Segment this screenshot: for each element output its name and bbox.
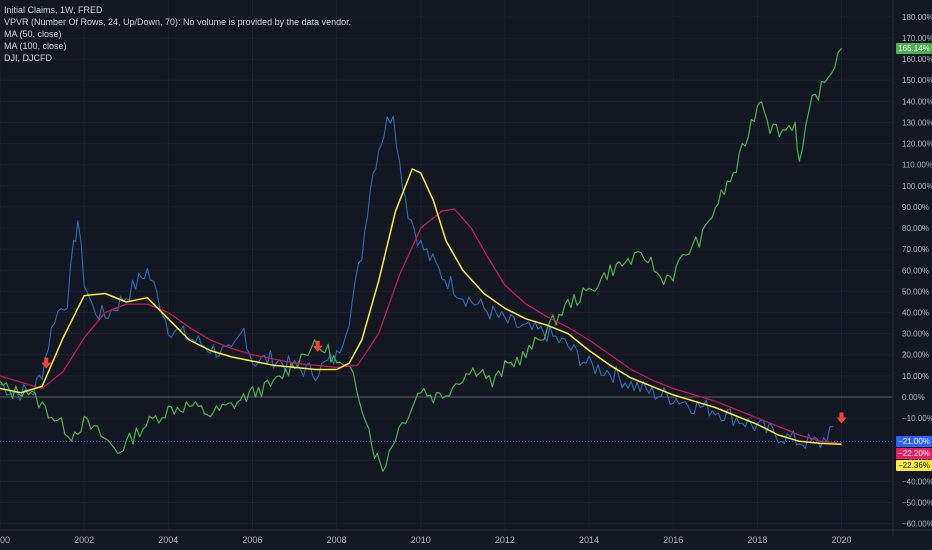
series-ma50 <box>0 168 842 445</box>
down-arrow-marker <box>41 357 52 369</box>
y-tick-label: −10.00% <box>902 414 932 423</box>
time-axis[interactable]: 2000 2002 2004 2006 2008 2010 2012 2014 2016 2018… <box>0 535 852 545</box>
down-arrow-marker <box>312 340 323 352</box>
y-tick-label: 130.00% <box>902 118 932 127</box>
y-tick-label: 80.00% <box>902 224 929 233</box>
x-tick-label: 2000 <box>0 535 10 545</box>
x-tick-label: 2006 <box>242 535 262 545</box>
x-tick-label: 2010 <box>411 535 431 545</box>
legend-ma100[interactable]: MA (100, close) <box>4 41 67 51</box>
y-tick-label: 140.00% <box>902 97 932 106</box>
y-tick-label: 160.00% <box>902 55 932 64</box>
series-initial-claims <box>0 115 834 449</box>
y-tick-label: 170.00% <box>902 34 932 43</box>
down-arrow-marker <box>836 412 847 424</box>
legend-ma50[interactable]: MA (50, close) <box>4 29 62 39</box>
y-tick-label: 10.00% <box>902 372 929 381</box>
price-badge: −22.20% <box>896 447 932 459</box>
legend: Initial Claims, 1W, FRED VPVR (Number Of… <box>4 4 351 64</box>
y-tick-label: 20.00% <box>902 351 929 360</box>
y-tick-label: 120.00% <box>902 140 932 149</box>
x-tick-label: 2018 <box>747 535 767 545</box>
y-tick-label: 100.00% <box>902 182 932 191</box>
x-tick-label: 2020 <box>831 535 851 545</box>
y-tick-label: 40.00% <box>902 309 929 318</box>
y-tick-label: 0.00% <box>902 393 925 402</box>
y-tick-label: 50.00% <box>902 287 929 296</box>
y-tick-label: −60.00% <box>902 520 932 529</box>
x-tick-label: 2014 <box>579 535 599 545</box>
x-tick-label: 2016 <box>663 535 683 545</box>
x-tick-label: 2012 <box>495 535 515 545</box>
y-tick-label: 30.00% <box>902 330 929 339</box>
price-badge: −22.36% <box>896 459 932 471</box>
y-tick-label: −50.00% <box>902 499 932 508</box>
arrow-markers <box>41 340 847 424</box>
x-tick-label: 2002 <box>74 535 94 545</box>
series-group <box>0 47 842 473</box>
x-tick-label: 2008 <box>327 535 347 545</box>
price-axis[interactable]: 180.00% 170.00% 160.00% 150.00% 140.00% 130.0… <box>902 13 932 529</box>
y-tick-label: 90.00% <box>902 203 929 212</box>
price-badge: −21.00% <box>896 435 932 447</box>
reference-lines <box>0 396 892 442</box>
price-badge: 165.14% <box>896 42 932 54</box>
legend-symbol-title[interactable]: Initial Claims, 1W, FRED <box>4 5 103 15</box>
y-tick-label: 60.00% <box>902 266 929 275</box>
x-tick-label: 2004 <box>158 535 178 545</box>
series-ma100 <box>0 208 842 445</box>
series-dji <box>0 47 842 473</box>
legend-dji[interactable]: DJI, DJCFD <box>4 53 52 63</box>
y-tick-label: 110.00% <box>902 161 932 170</box>
y-tick-label: −40.00% <box>902 477 932 486</box>
y-tick-label: 180.00% <box>902 13 932 22</box>
y-tick-label: 70.00% <box>902 245 929 254</box>
y-tick-label: 150.00% <box>902 76 932 85</box>
grid <box>0 0 892 530</box>
legend-vpvr[interactable]: VPVR (Number Of Rows, 24, Up/Down, 70): … <box>4 17 352 27</box>
